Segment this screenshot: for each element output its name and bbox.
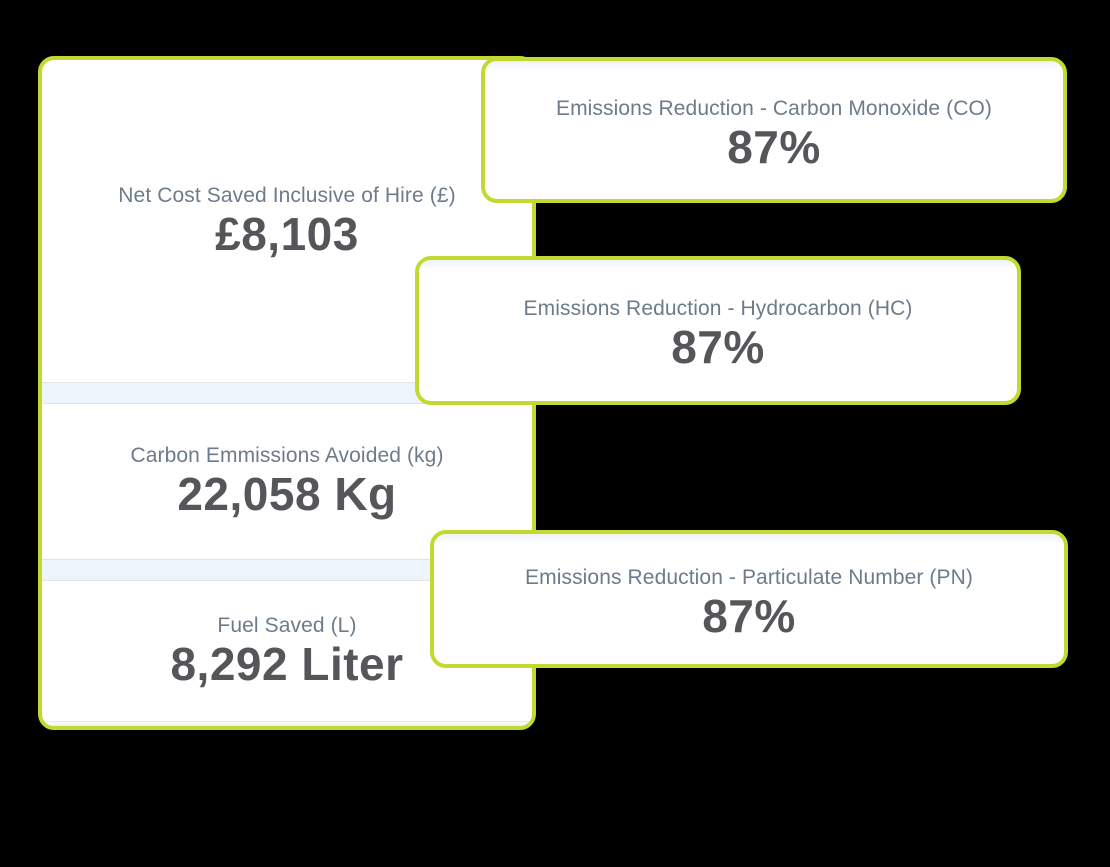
stat-card-content: Emissions Reduction - Particulate Number… — [434, 542, 1064, 664]
stat-value: 87% — [727, 120, 821, 173]
page-background-strip — [434, 534, 1064, 542]
page-background-strip — [485, 61, 1063, 69]
stat-label: Carbon Emmissions Avoided (kg) — [130, 444, 444, 468]
page-background-strip — [419, 260, 1017, 268]
stat-label: Net Cost Saved Inclusive of Hire (£) — [118, 183, 456, 207]
section-divider — [42, 559, 532, 581]
stat-value: 87% — [702, 589, 796, 642]
stat-card-emissions-reduction-co: Emissions Reduction - Carbon Monoxide (C… — [481, 57, 1067, 203]
stat-label: Fuel Saved (L) — [217, 613, 357, 637]
page-background-strip — [42, 721, 532, 726]
stat-label: Emissions Reduction - Particulate Number… — [525, 565, 973, 589]
stat-label: Emissions Reduction - Hydrocarbon (HC) — [523, 297, 913, 321]
stat-card-content: Emissions Reduction - Hydrocarbon (HC) 8… — [419, 268, 1017, 401]
stat-label: Emissions Reduction - Carbon Monoxide (C… — [555, 96, 993, 120]
stat-card-emissions-reduction-pn: Emissions Reduction - Particulate Number… — [430, 530, 1068, 668]
stat-tile-fuel-saved: Fuel Saved (L) 8,292 Liter — [42, 581, 532, 721]
stat-value: 87% — [671, 321, 765, 374]
section-divider — [42, 382, 532, 404]
stat-value: 8,292 Liter — [170, 637, 404, 690]
stat-tile-carbon-emissions-avoided: Carbon Emmissions Avoided (kg) 22,058 Kg — [42, 404, 532, 559]
stat-value: 22,058 Kg — [177, 468, 397, 521]
stat-tile-net-cost-saved: Net Cost Saved Inclusive of Hire (£) £8,… — [42, 60, 532, 382]
stat-card-content: Emissions Reduction - Carbon Monoxide (C… — [485, 69, 1063, 199]
stat-value: £8,103 — [215, 207, 359, 260]
stat-card-emissions-reduction-hc: Emissions Reduction - Hydrocarbon (HC) 8… — [415, 256, 1021, 405]
